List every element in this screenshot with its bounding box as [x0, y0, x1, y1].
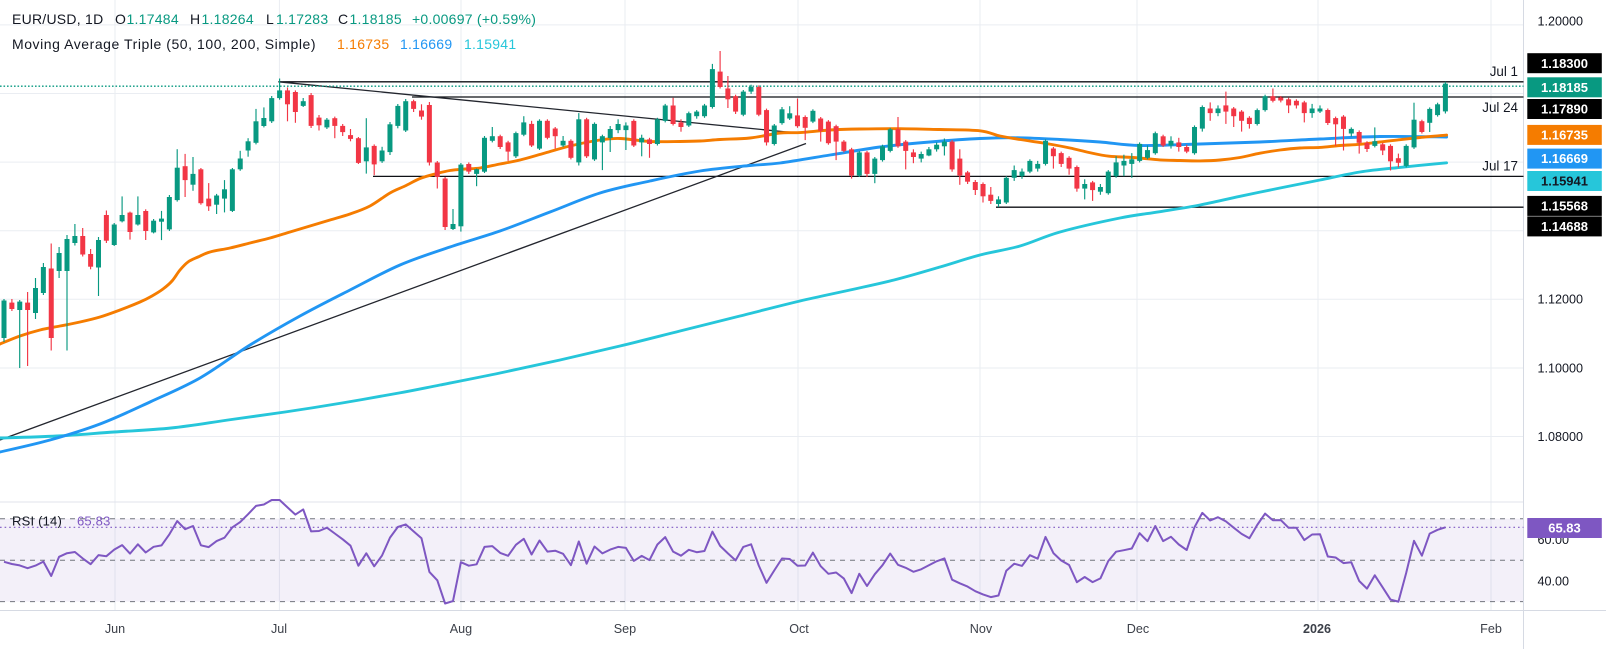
svg-text:1.14688: 1.14688: [1541, 219, 1588, 234]
svg-text:1.18300: 1.18300: [1541, 56, 1588, 71]
svg-text:1.16735: 1.16735: [1541, 128, 1588, 143]
svg-text:RSI (14): RSI (14): [12, 514, 62, 529]
svg-text:L: L: [266, 11, 274, 27]
svg-text:Jul 1: Jul 1: [1490, 64, 1518, 79]
svg-text:1.18185: 1.18185: [350, 11, 402, 27]
svg-text:Aug: Aug: [450, 622, 472, 636]
svg-text:1.15941: 1.15941: [1541, 174, 1588, 189]
svg-text:2026: 2026: [1303, 622, 1331, 636]
svg-text:1.17890: 1.17890: [1541, 102, 1588, 117]
svg-text:Sep: Sep: [614, 622, 636, 636]
svg-text:C: C: [338, 11, 348, 27]
svg-text:H: H: [190, 11, 200, 27]
svg-text:1.20000: 1.20000: [1538, 14, 1584, 28]
svg-text:Nov: Nov: [970, 622, 993, 636]
svg-text:1.12000: 1.12000: [1538, 293, 1584, 307]
svg-text:1.18185: 1.18185: [1541, 80, 1588, 95]
svg-text:1.18264: 1.18264: [202, 11, 254, 27]
svg-text:O: O: [115, 11, 126, 27]
svg-text:Jul 17: Jul 17: [1482, 158, 1518, 173]
svg-text:1.16669: 1.16669: [400, 36, 452, 52]
svg-text:+0.00697 (+0.59%): +0.00697 (+0.59%): [412, 11, 536, 27]
svg-text:1.16735: 1.16735: [337, 36, 389, 52]
svg-text:1.08000: 1.08000: [1538, 430, 1584, 444]
svg-text:1.10000: 1.10000: [1538, 361, 1584, 375]
svg-text:1.15568: 1.15568: [1541, 199, 1588, 214]
svg-text:1.17283: 1.17283: [276, 11, 328, 27]
svg-text:65.83: 65.83: [77, 514, 111, 529]
svg-text:1.16669: 1.16669: [1541, 151, 1588, 166]
svg-text:65.83: 65.83: [1548, 521, 1581, 536]
svg-text:1.17484: 1.17484: [127, 11, 179, 27]
svg-text:Dec: Dec: [1127, 622, 1149, 636]
svg-text:EUR/USD, 1D: EUR/USD, 1D: [12, 11, 103, 27]
svg-text:Oct: Oct: [789, 622, 809, 636]
svg-text:Moving Average Triple (50, 100: Moving Average Triple (50, 100, 200, Sim…: [12, 36, 316, 52]
svg-text:Jun: Jun: [105, 622, 125, 636]
svg-text:Feb: Feb: [1480, 622, 1502, 636]
svg-text:40.00: 40.00: [1538, 574, 1570, 588]
svg-text:1.15941: 1.15941: [464, 36, 516, 52]
svg-text:Jul: Jul: [271, 622, 287, 636]
svg-text:Jul 24: Jul 24: [1482, 100, 1518, 115]
